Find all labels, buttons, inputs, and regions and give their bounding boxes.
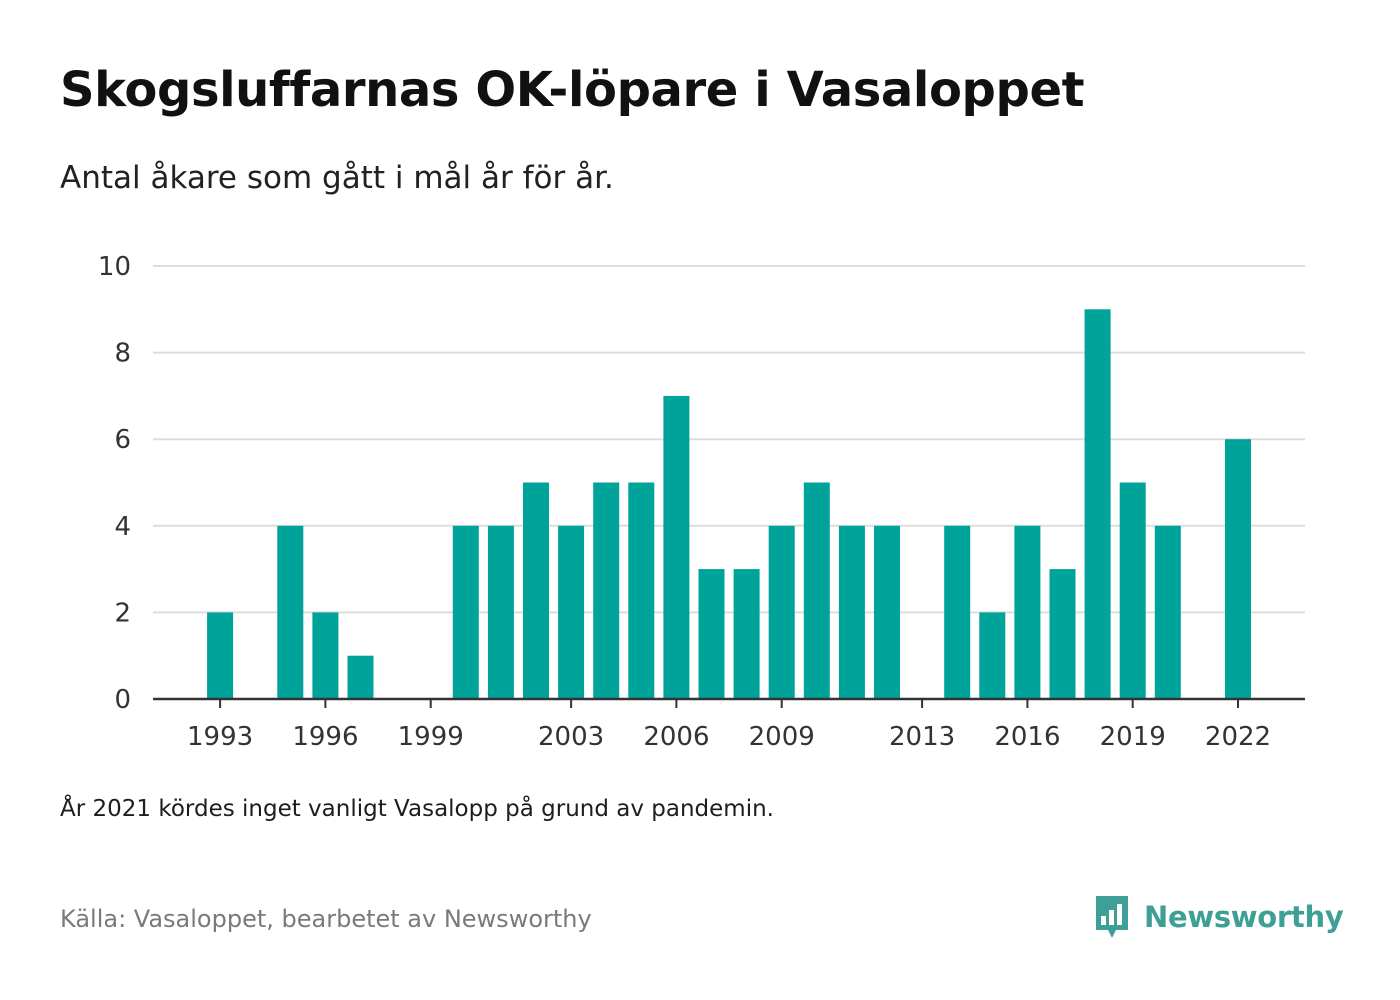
bar-2006 bbox=[663, 395, 690, 699]
bars bbox=[207, 309, 1251, 699]
bar-2000 bbox=[452, 525, 479, 699]
y-tick-label: 8 bbox=[114, 339, 131, 369]
bar-2022 bbox=[1225, 439, 1251, 699]
x-tick-label: 1999 bbox=[398, 722, 464, 752]
chart-subtitle: Antal åkare som gått i mål år för år. bbox=[60, 160, 614, 196]
bar-2019 bbox=[1119, 482, 1146, 699]
bar-2010 bbox=[803, 482, 830, 699]
x-tick-label: 2006 bbox=[643, 722, 709, 752]
bar-2008 bbox=[733, 569, 760, 699]
x-tick-label: 1993 bbox=[187, 722, 253, 752]
chart-title: Skogsluffarnas OK-löpare i Vasaloppet bbox=[60, 62, 1085, 118]
x-tick-label: 2019 bbox=[1100, 722, 1166, 752]
bar-1996 bbox=[312, 612, 339, 699]
bar-2017 bbox=[1049, 569, 1076, 699]
source-credit: Källa: Vasaloppet, bearbetet av Newswort… bbox=[60, 905, 592, 933]
x-tick-label: 2016 bbox=[994, 722, 1060, 752]
bar-2001 bbox=[487, 525, 514, 699]
bar-1993 bbox=[207, 612, 234, 699]
bar-1995 bbox=[277, 525, 304, 699]
y-tick-label: 4 bbox=[114, 512, 131, 542]
axes: 0 2 4 6 8 10 1993 1996 1999 2003 2006 2009 2013 2016 2… bbox=[98, 252, 1305, 752]
gridlines bbox=[153, 265, 1305, 614]
bar-2011 bbox=[838, 525, 865, 699]
chart-footnote: År 2021 kördes inget vanligt Vasalopp på… bbox=[60, 796, 774, 822]
bar-2009 bbox=[768, 525, 795, 699]
bar-2018 bbox=[1084, 309, 1111, 699]
bar-2020 bbox=[1154, 525, 1181, 699]
brand-name: Newsworthy bbox=[1144, 900, 1344, 934]
x-tick-label: 2022 bbox=[1205, 722, 1271, 752]
y-tick-label: 10 bbox=[98, 252, 131, 282]
bar-chart: 0 2 4 6 8 10 1993 1996 1999 2003 2006 2009 2013 2016 2… bbox=[98, 252, 1305, 752]
newsworthy-logo: Newsworthy bbox=[1092, 892, 1344, 942]
x-tick-label: 2009 bbox=[749, 722, 815, 752]
bar-2015 bbox=[979, 612, 1006, 699]
x-tick-label: 2013 bbox=[889, 722, 955, 752]
bar-2005 bbox=[628, 482, 655, 699]
bar-2014 bbox=[944, 525, 971, 699]
x-tick-label: 1996 bbox=[292, 722, 358, 752]
bar-2012 bbox=[874, 525, 900, 699]
y-tick-label: 6 bbox=[114, 425, 131, 455]
bar-2004 bbox=[593, 482, 620, 699]
bar-1997 bbox=[347, 655, 374, 699]
bar-2007 bbox=[698, 569, 725, 699]
bar-chart-speech-bubble-icon bbox=[1096, 896, 1128, 938]
x-tick-label: 2003 bbox=[538, 722, 604, 752]
y-tick-label: 0 bbox=[114, 685, 131, 715]
bar-2016 bbox=[1014, 525, 1041, 699]
bar-2002 bbox=[523, 482, 549, 699]
bar-2003 bbox=[558, 525, 585, 699]
y-tick-label: 2 bbox=[114, 598, 131, 628]
